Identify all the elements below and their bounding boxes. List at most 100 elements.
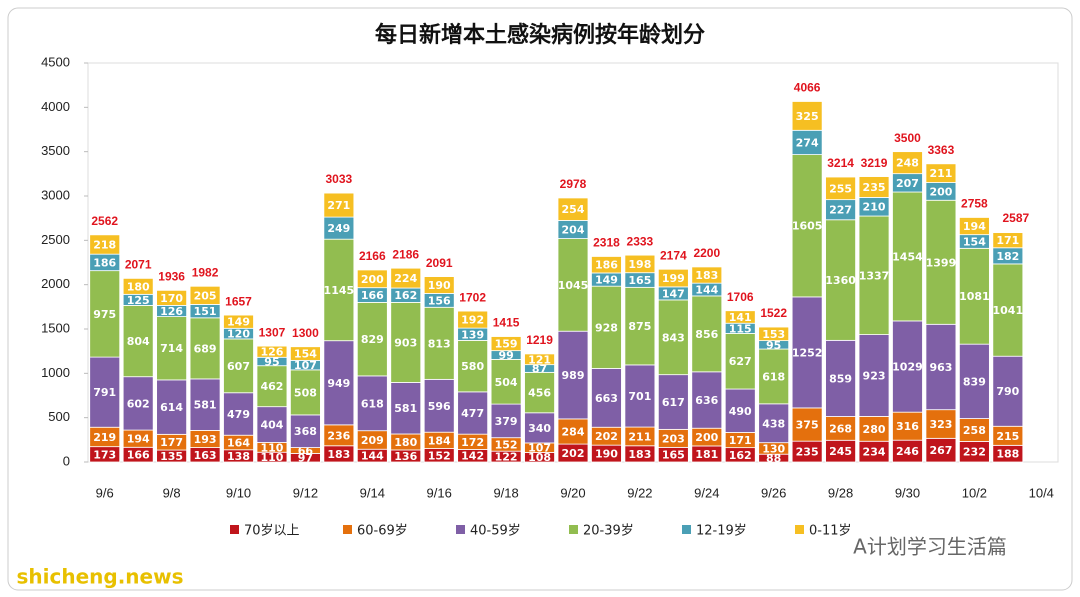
value-label: 200 [929, 185, 952, 198]
bar-segment [256, 406, 288, 443]
value-label: 236 [327, 429, 350, 442]
value-label: 125 [127, 294, 150, 307]
value-label: 274 [796, 136, 819, 149]
y-tick-label: 1500 [41, 320, 70, 335]
total-label: 2200 [693, 246, 720, 260]
value-label: 130 [762, 442, 785, 455]
value-label: 173 [93, 448, 116, 461]
value-label: 142 [461, 450, 484, 463]
bar-segment [490, 336, 522, 352]
x-tick-label: 9/22 [627, 485, 652, 500]
total-label: 2166 [359, 249, 386, 263]
value-label: 138 [227, 450, 250, 463]
y-tick-label: 3500 [41, 143, 70, 158]
value-label: 1399 [926, 256, 957, 269]
value-label: 149 [227, 316, 250, 329]
bar-segment [290, 414, 321, 448]
bar-segment [89, 234, 121, 255]
value-label: 989 [562, 369, 585, 382]
x-tick-label: 9/8 [163, 485, 181, 500]
bar-segment [691, 371, 723, 429]
bar-segment [290, 346, 321, 361]
value-label: 1252 [792, 346, 823, 359]
y-tick-label: 3000 [41, 187, 70, 202]
x-tick-label: 9/30 [895, 485, 920, 500]
value-label: 95 [264, 355, 279, 368]
bar-segment [758, 326, 790, 342]
x-tick-label: 10/4 [1029, 485, 1054, 500]
value-label: 255 [829, 182, 852, 195]
y-tick-label: 0 [63, 453, 70, 468]
x-tick-label: 9/20 [560, 485, 585, 500]
bar-segment [925, 323, 957, 411]
bar-segment [89, 356, 121, 428]
value-label: 949 [327, 377, 350, 390]
total-label: 1702 [459, 290, 486, 304]
bar-segment [858, 176, 890, 198]
value-label: 110 [260, 441, 283, 454]
value-label: 714 [160, 342, 183, 355]
value-label: 508 [294, 386, 317, 399]
bar-segment [791, 129, 823, 155]
bar-segment [958, 343, 990, 419]
value-label: 875 [628, 320, 651, 333]
bar-segment [356, 269, 388, 289]
bar-segment [156, 289, 188, 306]
bar-segment [189, 285, 221, 305]
value-label: 596 [428, 400, 451, 413]
bar-segment [156, 379, 188, 435]
value-label: 379 [495, 415, 518, 428]
bar-segment [791, 296, 823, 409]
x-tick-label: 9/28 [828, 485, 853, 500]
value-label: 147 [662, 287, 685, 300]
bar-segment [323, 192, 355, 218]
value-label: 813 [428, 337, 451, 350]
bar-segment [490, 403, 522, 439]
value-label: 87 [532, 363, 547, 376]
y-tick-label: 500 [48, 409, 70, 424]
value-label: 202 [562, 447, 585, 460]
value-label: 126 [260, 346, 283, 359]
x-tick-label: 9/12 [293, 485, 318, 500]
value-label: 923 [863, 370, 886, 383]
value-label: 340 [528, 422, 551, 435]
bar-segment [390, 301, 422, 383]
total-label: 2333 [627, 234, 654, 248]
value-label: 136 [394, 450, 417, 463]
value-label: 245 [829, 445, 852, 458]
value-label: 121 [528, 353, 551, 366]
legend-swatch [230, 525, 239, 534]
value-label: 170 [160, 292, 183, 305]
value-label: 135 [160, 450, 183, 463]
value-label: 928 [595, 321, 618, 334]
value-label: 202 [595, 430, 618, 443]
value-label: 199 [662, 272, 685, 285]
value-label: 141 [729, 311, 752, 324]
x-tick-label: 9/6 [96, 485, 114, 500]
value-label: 839 [963, 375, 986, 388]
value-label: 1045 [558, 279, 589, 292]
value-label: 479 [227, 408, 250, 421]
value-label: 163 [194, 449, 217, 462]
value-label: 271 [327, 199, 350, 212]
value-label: 456 [528, 387, 551, 400]
value-label: 232 [963, 446, 986, 459]
bar-segment [457, 310, 489, 329]
value-label: 151 [194, 305, 217, 318]
value-label: 258 [963, 424, 986, 437]
total-label: 2174 [660, 248, 687, 262]
value-label: 1029 [892, 361, 923, 374]
value-label: 375 [796, 419, 819, 432]
value-label: 122 [495, 451, 518, 464]
value-label: 107 [528, 442, 551, 455]
bar-segment [557, 197, 589, 221]
total-label: 3363 [928, 143, 955, 157]
value-label: 602 [127, 397, 150, 410]
bar-segment [624, 364, 656, 428]
value-label: 107 [294, 359, 317, 372]
total-label: 2758 [961, 197, 988, 211]
value-label: 149 [595, 274, 618, 287]
value-label: 115 [729, 322, 752, 335]
bar-segment [624, 254, 656, 274]
total-label: 2091 [426, 256, 453, 270]
